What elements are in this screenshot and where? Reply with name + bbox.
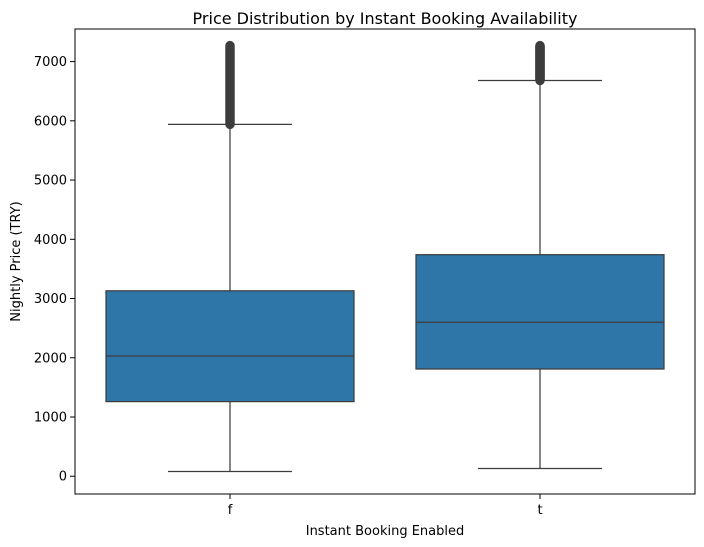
y-tick-label: 3000 — [34, 292, 67, 307]
x-tick-label: t — [537, 503, 542, 518]
iqr-box — [415, 254, 665, 370]
y-tick-label: 4000 — [34, 233, 67, 248]
x-axis-label: Instant Booking Enabled — [306, 524, 465, 539]
chart-title: Price Distribution by Instant Booking Av… — [193, 9, 578, 28]
outlier-point — [535, 40, 545, 51]
y-axis-label: Nightly Price (TRY) — [9, 201, 24, 321]
x-tick-label: f — [228, 503, 233, 518]
y-tick-label: 0 — [59, 470, 67, 485]
y-tick-label: 1000 — [34, 410, 67, 425]
outliers — [535, 40, 545, 86]
y-tick-label: 6000 — [34, 114, 67, 129]
y-tick-label: 5000 — [34, 174, 67, 189]
y-tick-label: 7000 — [34, 55, 67, 70]
y-tick-label: 2000 — [34, 351, 67, 366]
outliers — [225, 40, 235, 130]
box-group-t — [415, 40, 665, 470]
outlier-point — [225, 40, 235, 51]
iqr-box — [105, 290, 355, 403]
box-group-f — [105, 40, 355, 473]
plot-frame — [74, 28, 696, 495]
boxes — [105, 40, 665, 473]
y-axis: 0 1000 2000 3000 4000 5000 6000 7000 — [34, 55, 75, 485]
